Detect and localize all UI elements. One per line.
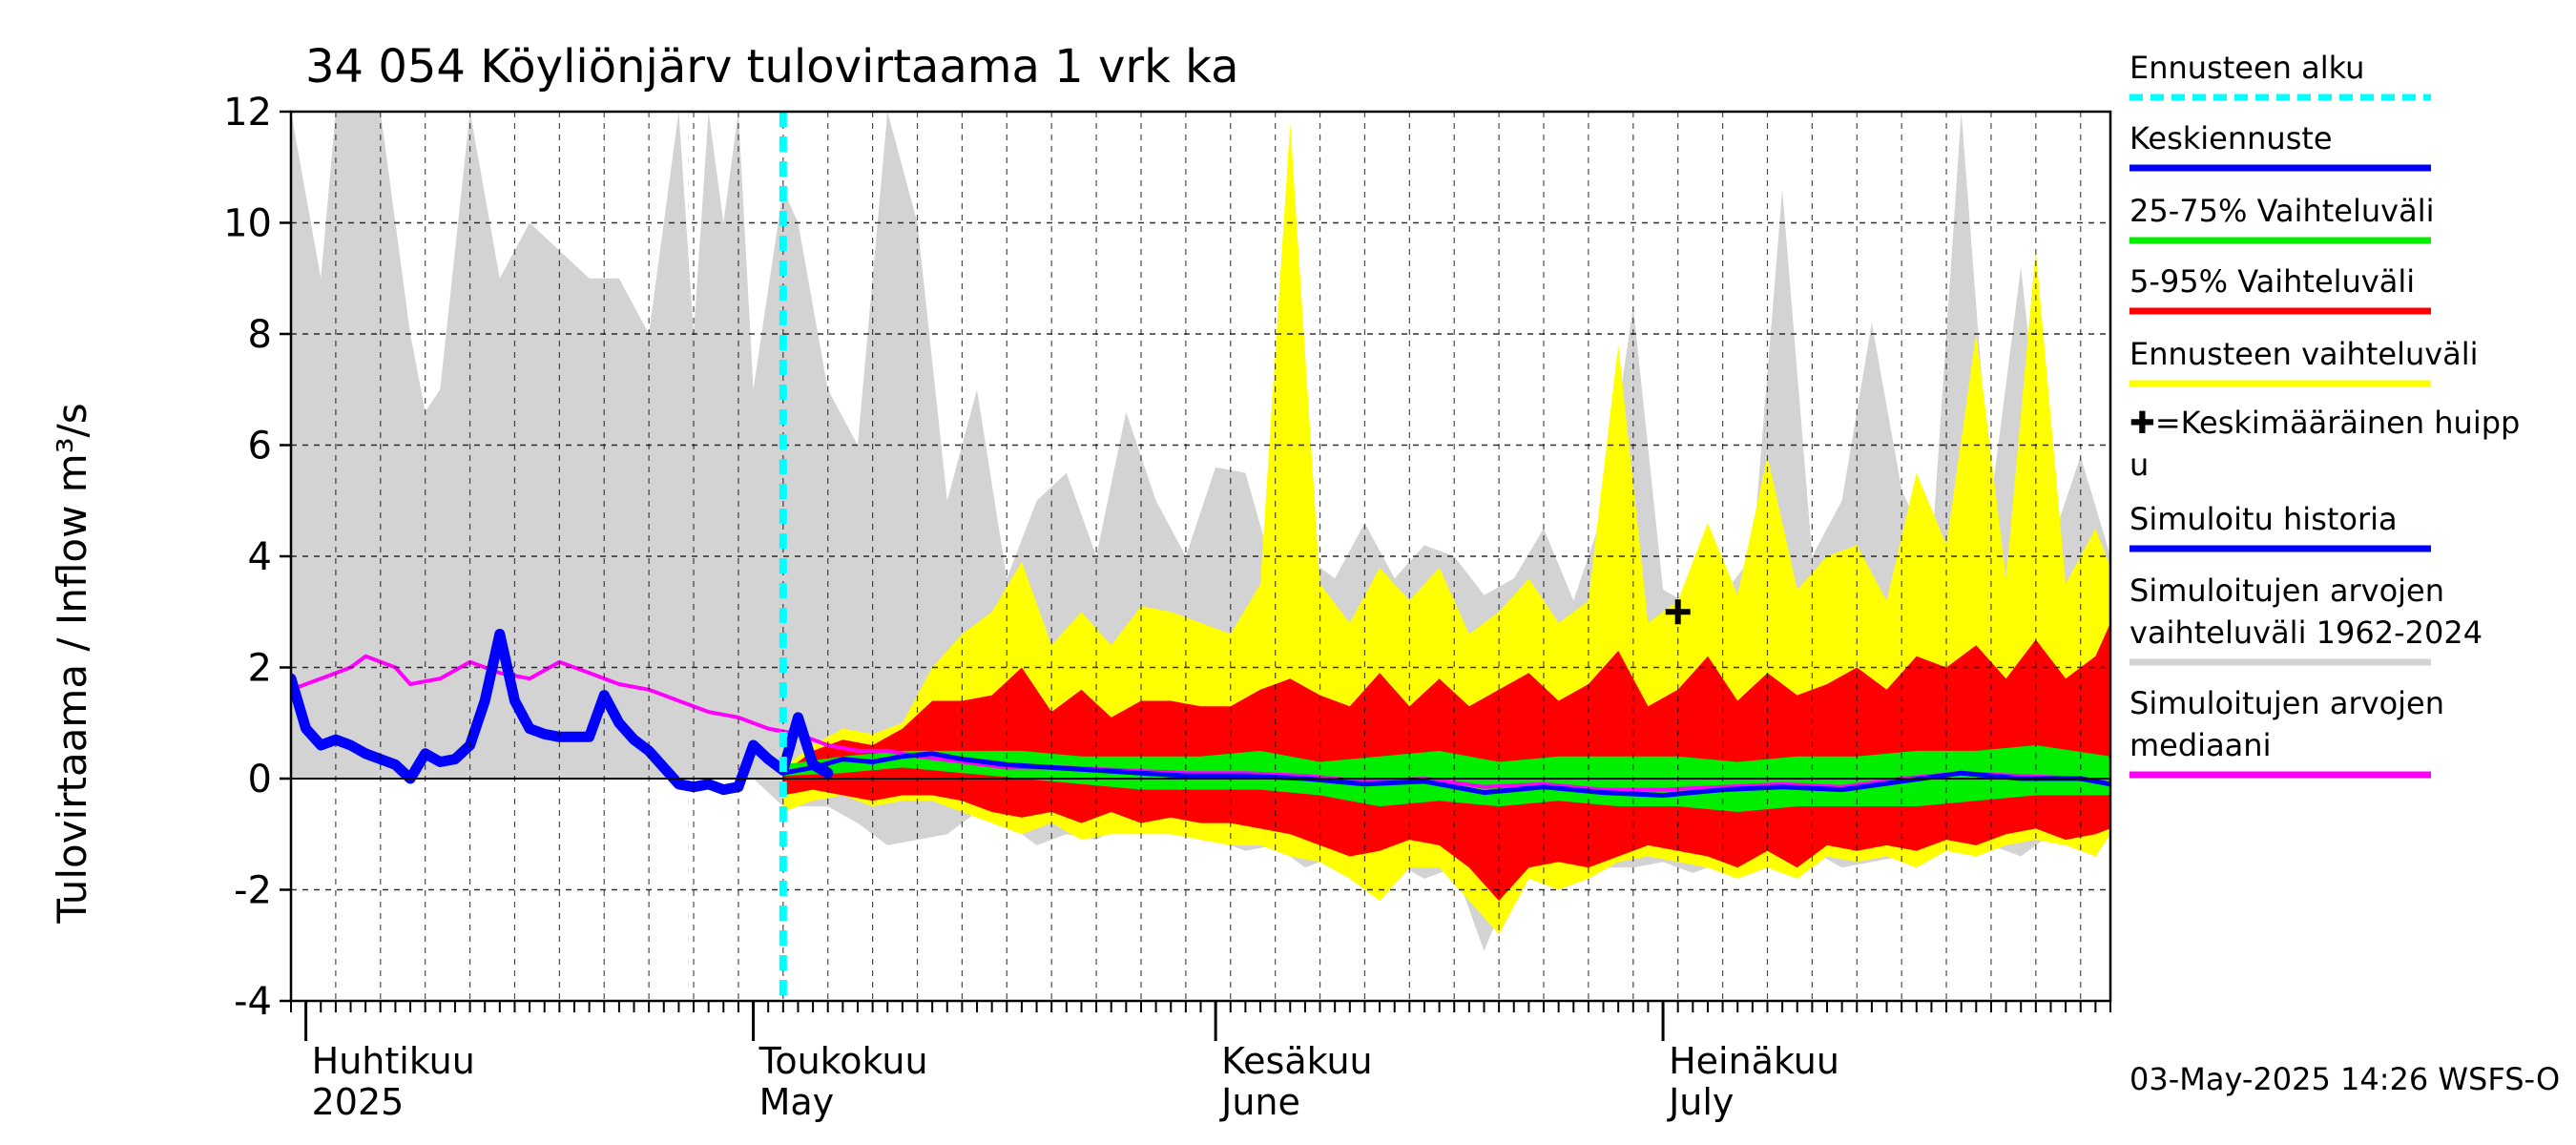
month-label-fi: Heinäkuu <box>1669 1040 1839 1082</box>
legend-label: Keskiennuste <box>2129 120 2333 156</box>
y-axis-label: Tulovirtaama / Inflow m³/s <box>49 403 95 924</box>
legend-label: Simuloitujen arvojen <box>2129 572 2444 609</box>
legend-label: Ennusteen vaihteluväli <box>2129 336 2479 372</box>
y-tick-label: 6 <box>248 425 272 468</box>
grid-lines <box>291 112 2110 1001</box>
y-tick-label: -4 <box>234 980 272 1024</box>
legend-label: Simuloitu historia <box>2129 501 2398 537</box>
legend-label: Ennusteen alku <box>2129 50 2364 86</box>
legend-label-2: u <box>2129 447 2149 483</box>
footer-timestamp: 03-May-2025 14:26 WSFS-O <box>2129 1061 2560 1097</box>
chart-title: 34 054 Köyliönjärv tulovirtaama 1 vrk ka <box>305 40 1239 94</box>
y-tick-label: 0 <box>248 758 272 802</box>
month-label-fi: Huhtikuu <box>312 1040 475 1082</box>
legend: Ennusteen alku Keskiennuste 25-75% Vaihtel… <box>2129 50 2520 779</box>
y-tick-label: -2 <box>234 869 272 913</box>
legend-label: 25-75% Vaihteluväli <box>2129 193 2434 229</box>
plot-area <box>291 112 2110 951</box>
legend-label-2: mediaani <box>2129 727 2271 763</box>
legend-label: Simuloitujen arvojen <box>2129 685 2444 721</box>
y-tick-label: 12 <box>223 91 272 135</box>
month-label-en: June <box>1219 1081 1300 1123</box>
month-label-en: 2025 <box>312 1081 405 1123</box>
legend-label: ✚=Keskimääräinen huipp <box>2129 405 2520 441</box>
y-tick-label: 4 <box>248 535 272 579</box>
y-tick-label: 8 <box>248 313 272 357</box>
legend-label: 5-95% Vaihteluväli <box>2129 263 2415 300</box>
legend-label-2: vaihteluväli 1962-2024 <box>2129 614 2483 651</box>
mean-peak-marker <box>1665 599 1691 625</box>
month-label-fi: Kesäkuu <box>1221 1040 1373 1082</box>
line-series-1 <box>291 629 834 796</box>
month-label-fi: Toukokuu <box>758 1040 928 1082</box>
month-label-en: July <box>1667 1081 1734 1123</box>
y-tick-label: 10 <box>223 202 272 246</box>
line-series-0 <box>291 654 2110 792</box>
month-label-en: May <box>759 1081 835 1123</box>
y-tick-label: 2 <box>248 647 272 691</box>
